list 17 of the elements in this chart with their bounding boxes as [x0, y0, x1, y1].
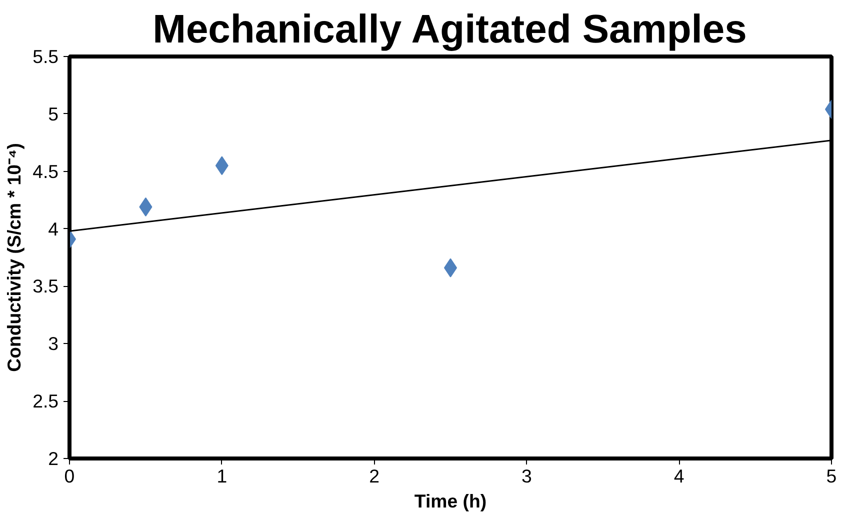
- chart-title: Mechanically Agitated Samples: [152, 8, 747, 52]
- y-tick-label: 5.5: [32, 46, 59, 67]
- y-tick-label: 5: [48, 103, 59, 124]
- y-tick-label: 4.5: [32, 160, 59, 182]
- y-tick-label: 2: [48, 448, 59, 469]
- x-tick-label: 2: [369, 466, 380, 486]
- y-axis-title: Conductivity (S/cm * 10⁻⁴): [4, 143, 25, 372]
- y-tick-label: 3.5: [32, 276, 59, 297]
- y-tick-label: 2.5: [32, 390, 59, 412]
- x-tick-label: 1: [216, 466, 228, 486]
- x-tick-label: 3: [522, 466, 532, 486]
- x-tick-label: 5: [826, 466, 837, 486]
- x-axis-title: Time (h): [414, 490, 487, 512]
- x-tick-label: 4: [674, 466, 684, 486]
- x-tick-label: 0: [64, 466, 75, 486]
- y-tick-label: 3: [48, 333, 59, 354]
- y-tick-label: 4: [48, 218, 59, 240]
